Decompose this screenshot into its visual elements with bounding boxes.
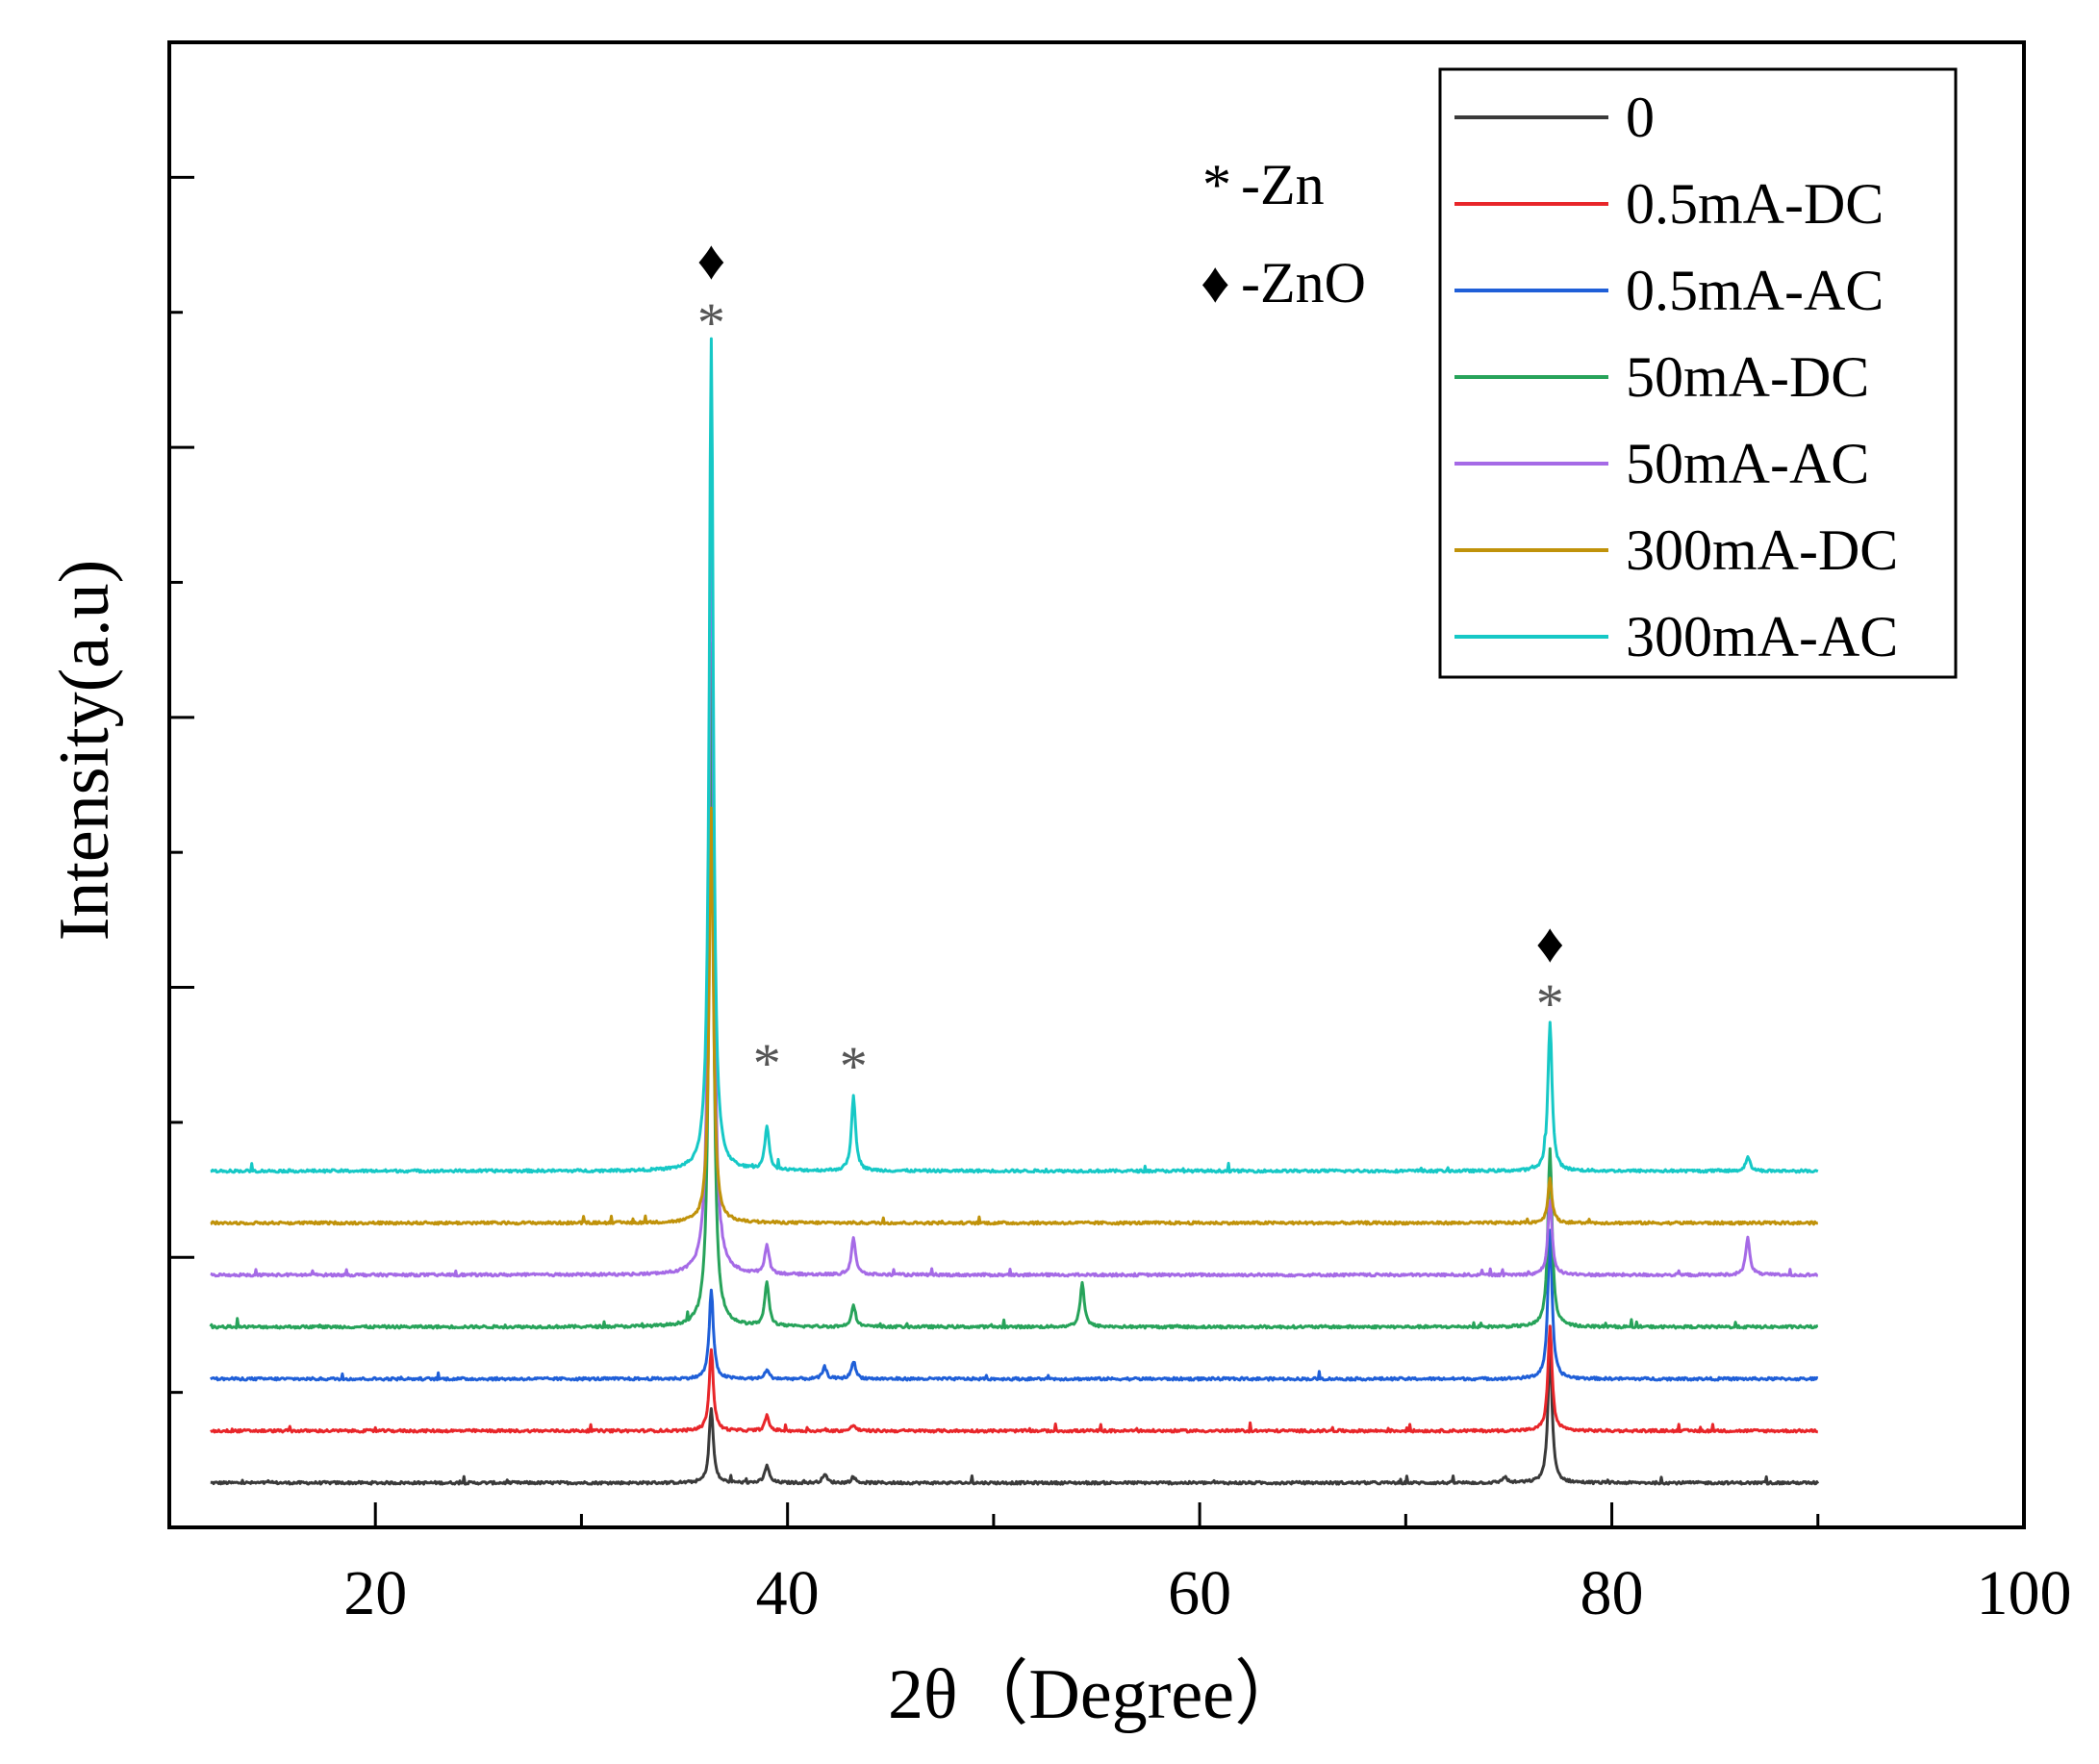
x-axis-ticks: 20 40 60 80 100 (167, 1502, 2072, 1628)
plot-frame (167, 40, 2026, 1529)
x-tick-label-100: 100 (1977, 1558, 2072, 1628)
x-axis-title: 2θ（Degree） (888, 1655, 1305, 1734)
legend-box (1438, 67, 1958, 679)
legend-entry-50ma-dc: 50mA-DC (1454, 345, 1869, 409)
peak-annotations: ♦** *♦* (697, 229, 1564, 1097)
legend-label: 0.5mA-AC (1626, 259, 1884, 322)
y-axis-ticks (169, 175, 194, 1395)
zno-label: -ZnO (1241, 251, 1366, 315)
legend-label: 50mA-AC (1626, 432, 1869, 495)
zn-marker: * (697, 291, 725, 354)
peak-annotation-36-3: ♦* (697, 229, 726, 354)
zn-symbol: * (1202, 153, 1231, 216)
series-line-50ma-dc (209, 642, 1819, 1330)
series-line-0-5ma-ac (209, 1228, 1819, 1382)
series-layer (209, 337, 1820, 1486)
x-tick-label-20: 20 (343, 1558, 407, 1628)
phase-legend: * -Zn ♦ -ZnO (1201, 153, 1366, 315)
x-tick-label-40: 40 (756, 1558, 820, 1628)
legend-entry-300ma-dc: 300mA-DC (1454, 518, 1898, 582)
legend-entry-0: 0 (1454, 86, 1655, 149)
series-line-0 (210, 1347, 1820, 1486)
legend-label: 300mA-DC (1626, 518, 1898, 582)
zn-marker: * (753, 1032, 781, 1095)
series-line-300ma-ac (210, 337, 1819, 1174)
y-axis-title: Intensity(a.u) (45, 560, 124, 942)
legend-label: 50mA-DC (1626, 345, 1869, 409)
peak-annotation-43-2: * (840, 1035, 868, 1097)
x-tick-label-60: 60 (1168, 1558, 1231, 1628)
zn-marker: * (840, 1035, 868, 1097)
peak-annotation-39: * (753, 1032, 781, 1095)
series-line-300ma-dc (210, 806, 1819, 1226)
zn-label: -Zn (1241, 153, 1325, 216)
legend-entry-0-5ma-dc: 0.5mA-DC (1454, 172, 1884, 236)
zn-marker: * (1536, 972, 1564, 1035)
legend-entry-300ma-ac: 300mA-AC (1454, 605, 1898, 668)
legend-label: 0 (1626, 86, 1655, 149)
zno-symbol: ♦ (1201, 251, 1230, 315)
legend-entry-50ma-ac: 50mA-AC (1454, 432, 1869, 495)
series-line-50ma-ac (210, 418, 1819, 1278)
legend-entry-0-5ma-ac: 0.5mA-AC (1454, 259, 1884, 322)
peak-annotation-77: ♦* (1535, 912, 1564, 1035)
legend-label: 0.5mA-DC (1626, 172, 1884, 236)
legend-label: 300mA-AC (1626, 605, 1898, 668)
zno-marker: ♦ (1535, 912, 1564, 974)
series-line-0-5ma-dc (210, 1324, 1819, 1434)
x-tick-label-80: 80 (1581, 1558, 1644, 1628)
zno-marker: ♦ (697, 229, 726, 291)
legend: 0 0.5mA-DC 0.5mA-AC 50mA-DC 50mA-AC 300mA-DC 3… (1438, 67, 1958, 679)
